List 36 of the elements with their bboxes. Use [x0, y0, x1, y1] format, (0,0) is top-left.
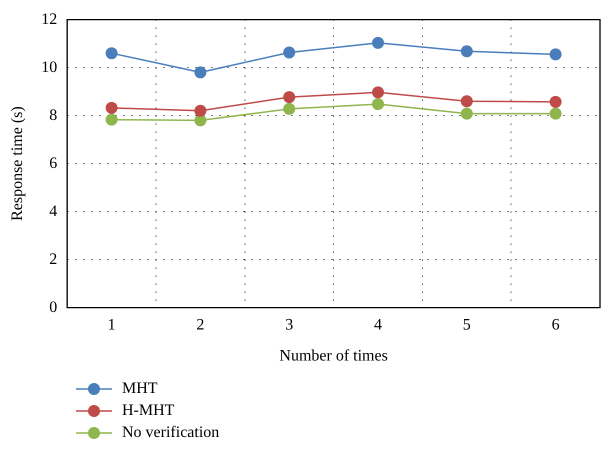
point — [106, 102, 118, 114]
point — [283, 46, 296, 58]
point — [283, 102, 296, 115]
y-tick-label: 4 — [49, 202, 58, 220]
point — [460, 45, 473, 58]
legend-label: MHT — [122, 380, 158, 398]
point — [283, 91, 296, 104]
point — [194, 114, 206, 126]
legend-label: No verification — [122, 424, 220, 442]
y-axis-title: Response time (s) — [8, 106, 26, 221]
x-tick-label: 4 — [374, 316, 382, 334]
legend-label: H-MHT — [122, 402, 174, 420]
x-axis-title: Number of times — [279, 348, 388, 365]
point — [460, 95, 473, 108]
point — [550, 96, 562, 108]
point — [550, 48, 562, 60]
point — [106, 114, 118, 126]
y-tick-label: 12 — [41, 10, 58, 28]
x-tick-label: 3 — [285, 316, 294, 334]
x-tick-label: 1 — [108, 316, 116, 334]
point — [194, 66, 206, 78]
y-tick-label: 6 — [49, 154, 58, 172]
y-tick-label: 10 — [41, 58, 58, 76]
point — [372, 86, 384, 98]
y-tick-label: 8 — [49, 106, 58, 124]
x-tick-label: 6 — [552, 316, 560, 334]
point — [550, 108, 562, 120]
x-tick-label: 5 — [462, 316, 471, 334]
x-tick-label: 2 — [196, 316, 204, 334]
point — [460, 108, 473, 120]
point — [372, 98, 384, 110]
point — [194, 104, 206, 117]
point — [372, 36, 384, 49]
y-tick-label: 2 — [49, 250, 58, 268]
y-tick-label: 0 — [49, 298, 58, 316]
point — [106, 47, 118, 60]
